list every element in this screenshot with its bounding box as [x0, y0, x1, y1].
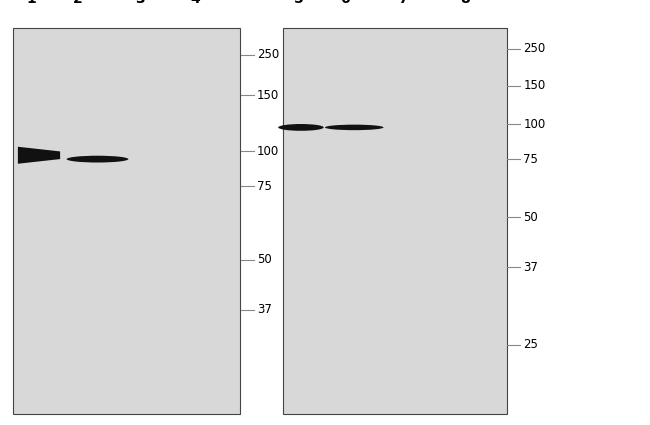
Bar: [13, 28, 240, 414]
Text: 3: 3: [135, 0, 144, 6]
Text: 37: 37: [523, 261, 538, 274]
Ellipse shape: [66, 156, 129, 162]
Ellipse shape: [325, 125, 384, 130]
Text: 50: 50: [257, 253, 272, 266]
Text: 8: 8: [460, 0, 469, 6]
Text: 100: 100: [523, 118, 545, 131]
Text: 6: 6: [340, 0, 349, 6]
Text: 100: 100: [257, 145, 279, 158]
Text: 150: 150: [257, 89, 279, 102]
Polygon shape: [18, 147, 60, 164]
Text: 2: 2: [73, 0, 83, 6]
Text: 250: 250: [257, 48, 279, 61]
Text: 150: 150: [523, 79, 545, 92]
Text: 75: 75: [257, 180, 272, 193]
Text: 4: 4: [190, 0, 200, 6]
Text: 75: 75: [523, 153, 538, 166]
Text: 50: 50: [523, 211, 538, 224]
Text: 1: 1: [26, 0, 36, 6]
Bar: [283, 28, 507, 414]
Text: 37: 37: [257, 303, 272, 317]
Text: 5: 5: [294, 0, 304, 6]
Text: 250: 250: [523, 42, 545, 55]
Ellipse shape: [278, 124, 324, 131]
Text: 25: 25: [523, 338, 538, 351]
Text: 7: 7: [398, 0, 408, 6]
